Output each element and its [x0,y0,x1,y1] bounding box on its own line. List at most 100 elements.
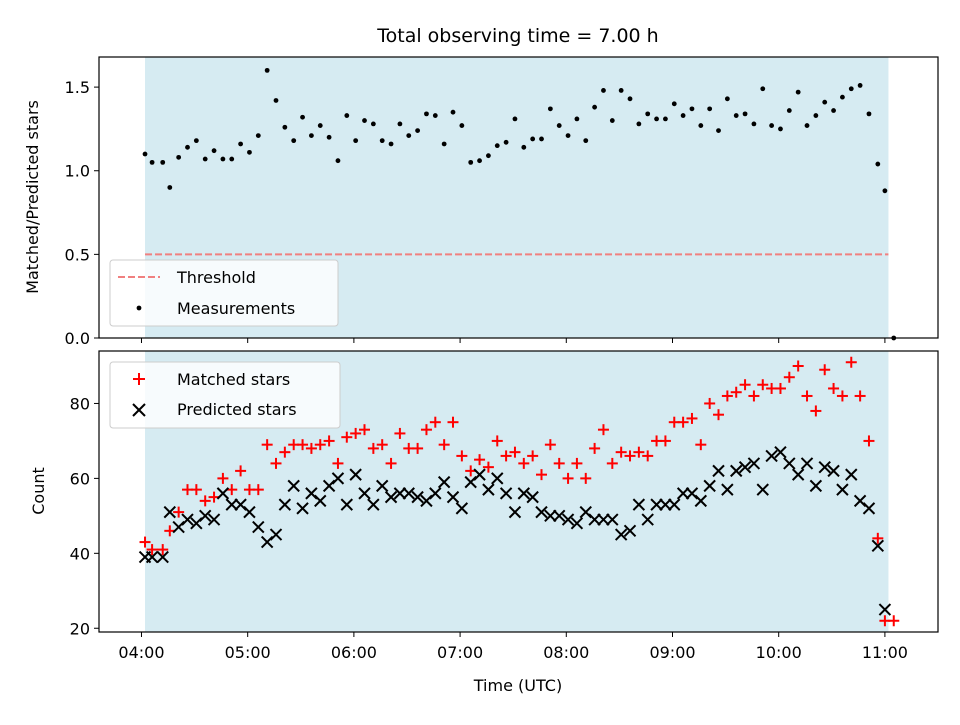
matched-star-point [721,390,733,402]
measurement-point [760,86,766,92]
legend-predicted-swatch [132,403,146,417]
measurement-point [185,144,190,150]
measurement-point [388,141,394,147]
predicted-star-point [800,457,814,470]
measurement-point [353,138,359,144]
matched-star-point [359,424,371,436]
measurement-point [273,98,279,103]
measurement-point [424,111,429,117]
predicted-star-point [437,475,451,489]
predicted-star-point [809,479,823,493]
predicted-star-point [668,498,681,511]
measurement-point [724,96,730,102]
predicted-star-point [455,502,469,515]
predicted-star-point [623,524,637,538]
predicted-star-point [588,513,601,526]
predicted-star-point [783,457,796,470]
measurement-point [415,128,421,133]
matched-star-point [810,405,822,417]
measurement-point [530,136,536,142]
top-legend: Threshold Measurements [109,259,339,327]
matched-star-point [474,454,486,466]
predicted-star-point [694,494,708,508]
measurement-point [142,151,148,157]
predicted-star-point [296,502,309,515]
matched-star-point [801,390,813,402]
bottom-y-tick-label: 40 [70,544,90,563]
measurement-point [300,114,305,120]
measurement-point [450,109,456,115]
matched-star-point [199,495,211,507]
measurement-point [370,121,376,127]
bottom-y-axis-label: Count [29,467,48,515]
measurement-point [229,156,235,162]
measurement-point [654,116,659,122]
matched-star-point [836,390,848,402]
matched-star-point [695,439,707,451]
measurement-point [291,138,297,144]
matched-star-point [420,424,432,436]
predicted-star-point [836,483,849,496]
bottom-y-tick-label: 80 [70,394,90,413]
matched-star-point [226,484,238,496]
predicted-star-point [145,550,159,564]
predicted-star-point [278,498,292,511]
predicted-star-point [730,464,743,478]
measurement-point [167,185,173,190]
matched-star-point [394,427,406,439]
predicted-star-point [375,479,389,493]
top-y-tick-label: 1.5 [65,78,90,97]
predicted-star-point [827,464,840,478]
measurement-point [645,111,651,117]
matched-star-point [139,536,151,548]
matched-star-point [518,457,530,469]
legend-matched-swatch [133,373,145,385]
predicted-star-point [561,513,575,526]
measurement-point [176,154,182,160]
bottom-y-tick-label: 20 [70,619,90,638]
top-legend-box [109,259,339,327]
measurement-point [733,113,739,118]
measurement-point [486,153,491,159]
matched-star-point [456,450,468,462]
x-axis-label: Time (UTC) [473,676,562,695]
measurement-point [636,121,642,127]
predicted-star-point [765,449,778,463]
predicted-star-point [703,479,716,493]
predicted-star-point [429,487,442,500]
matched-star-point [553,457,565,469]
matched-star-point [341,431,353,443]
measurement-point [309,133,314,139]
predicted-star-point [482,483,495,496]
matched-star-point [190,484,202,496]
measurement-point [282,124,288,130]
bottom-plot-frame [98,350,939,633]
matched-star-point [314,439,326,451]
predicted-star-point [632,498,646,511]
measurement-point [406,133,412,139]
legend-measurements-label: Measurements [177,299,295,318]
predicted-star-point [393,487,407,500]
predicted-star-point [747,457,761,470]
bottom-x-tick-label: 06:00 [331,643,377,662]
measurement-point [840,94,845,100]
predicted-star-point [676,487,690,500]
matched-star-point [589,442,601,454]
measurement-point [556,123,562,128]
bottom-x-tick-label: 04:00 [118,643,164,662]
matched-star-point [606,457,618,469]
matched-star-point [173,506,185,518]
measurement-point [751,121,757,127]
top-panel: 0.0 0.5 1.0 1.5 Matched/Predicted stars Thr… [23,56,939,348]
predicted-star-point [243,505,256,519]
matched-star-point [217,472,229,484]
measurement-point [362,118,367,123]
predicted-star-point [845,468,858,481]
measurement-point [627,96,633,102]
measurement-point [397,121,403,127]
bottom-x-tick-label: 11:00 [862,643,908,662]
matched-star-point [465,465,477,477]
predicted-star-point [181,513,194,526]
measurement-point [601,88,606,93]
